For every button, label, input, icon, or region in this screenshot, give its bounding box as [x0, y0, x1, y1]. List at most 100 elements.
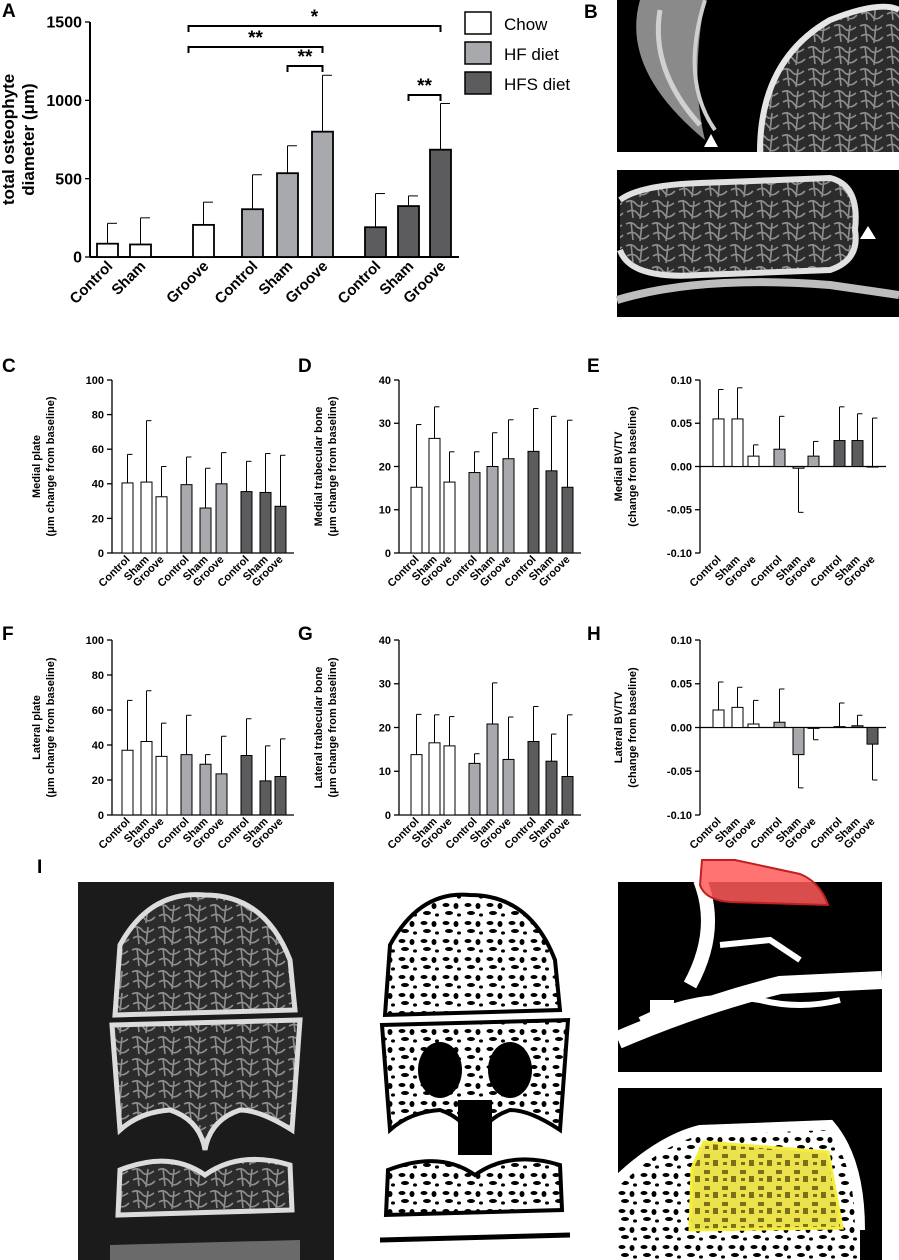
chart-e-medial-bvtv: -0.10 -0.05 0.00 0.05 0.10 Medial BV/TV (chang… [613, 375, 886, 590]
bar [241, 208, 264, 258]
bar [545, 760, 558, 816]
bar [140, 741, 153, 816]
panel-letter-d: D [298, 356, 312, 377]
bar [773, 448, 786, 468]
x-tick-label: Control [335, 258, 385, 308]
y-axis-label: Lateral BV/TV [613, 691, 625, 763]
y-tick-label: -0.05 [667, 505, 692, 517]
bar [192, 223, 215, 258]
bar [773, 721, 786, 728]
y-tick-label: -0.10 [667, 548, 692, 560]
bar [274, 505, 287, 554]
y-axis-label: (μm change from baseline) [327, 657, 339, 797]
bar [259, 780, 272, 816]
y-tick-label: 30 [379, 679, 391, 691]
y-tick-label: 0 [73, 250, 82, 267]
panel-letter-c: C [2, 356, 16, 377]
chart-c-medial-plate: 0 20 40 60 80 100 Medial plate (μm change from … [31, 375, 294, 590]
chart-d-medial-trabecular: 0 10 20 30 40 Medial trabecular bone (μm chang… [313, 375, 581, 590]
panel-letter-h: H [587, 624, 601, 645]
chart-g-lateral-trabecular: 0 10 20 30 40 Lateral trabecular bone (μm chan… [313, 635, 581, 852]
y-tick-label: 10 [379, 505, 391, 517]
bar [561, 776, 574, 816]
significance-label: ** [248, 28, 263, 49]
y-tick-label: 20 [92, 775, 104, 787]
bar [259, 491, 272, 554]
significance-label: ** [298, 47, 313, 68]
y-tick-label: 20 [92, 513, 104, 525]
bar [866, 466, 879, 468]
y-tick-label: 30 [379, 418, 391, 430]
significance-label: ** [417, 76, 432, 97]
panel-letter-b: B [584, 2, 598, 23]
y-tick-label: 100 [86, 375, 104, 387]
chart-h-lateral-bvtv: -0.10 -0.05 0.00 0.05 0.10 Lateral BV/TV (chan… [613, 635, 886, 852]
bar [364, 226, 387, 258]
y-tick-label: 40 [379, 375, 391, 387]
bar [731, 418, 744, 467]
bar [215, 483, 228, 554]
y-tick-label: 0.05 [671, 679, 692, 691]
panel-letter-e: E [587, 356, 600, 377]
bar [199, 763, 212, 816]
y-axis-label: Lateral trabecular bone [313, 667, 325, 789]
arrowhead-marker [704, 134, 718, 147]
bar [561, 486, 574, 554]
bar [712, 709, 725, 728]
panel-letter-g: G [298, 624, 313, 645]
y-tick-label: 0.10 [671, 375, 692, 387]
panel-i-grayscale-image [78, 882, 334, 1260]
bar [96, 242, 119, 258]
legend-label-hfs: HFS diet [504, 75, 570, 94]
y-tick-label: 0.10 [671, 635, 692, 647]
y-tick-label: 1500 [46, 15, 82, 32]
y-tick-label: 80 [92, 670, 104, 682]
y-axis-label: Lateral plate [31, 695, 43, 760]
panel-letter-i: I [37, 857, 42, 878]
bar [792, 466, 805, 469]
y-tick-label: 60 [92, 444, 104, 456]
x-tick-label: Sham [108, 258, 149, 299]
bar [731, 706, 744, 728]
panel-letter-a: A [2, 1, 16, 22]
bar [527, 450, 540, 554]
y-axis-label: (change from baseline) [627, 667, 639, 788]
y-axis-label: Medial BV/TV [613, 431, 625, 501]
x-tick-label: Groove [163, 258, 212, 307]
panel-i-roi-top-image [614, 859, 883, 1088]
bar [311, 130, 334, 258]
panel-i-roi-bottom-image [614, 1088, 882, 1260]
significance-label: * [311, 7, 319, 28]
panel-i-binary-image [348, 882, 604, 1260]
bar [833, 440, 846, 467]
legend-swatch-hf [464, 41, 492, 65]
bar [545, 470, 558, 554]
y-tick-label: 0.00 [671, 722, 692, 734]
y-tick-label: 1000 [46, 93, 82, 110]
legend-swatch-hfs [464, 71, 492, 95]
bar [428, 742, 441, 816]
y-tick-label: 20 [379, 461, 391, 473]
bar [443, 745, 456, 816]
bar [274, 776, 287, 816]
bar [410, 486, 423, 554]
y-tick-label: 500 [55, 171, 82, 188]
legend: Chow HF diet HFS diet [464, 11, 570, 95]
legend-label-hf: HF diet [504, 45, 559, 64]
bar [468, 762, 481, 816]
bar [410, 754, 423, 816]
panel-b-image-bottom [615, 170, 899, 317]
bar [428, 437, 441, 554]
y-axis-label: (μm change from baseline) [45, 396, 57, 536]
y-axis-label: (μm change from baseline) [45, 657, 57, 797]
y-tick-label: 0.05 [671, 418, 692, 430]
y-axis-label: Medial trabecular bone [313, 407, 325, 527]
chart-a-osteophyte: 0 500 1000 1500 total osteophyte diameter (μm… [0, 7, 459, 308]
bar [129, 243, 152, 258]
bar [527, 741, 540, 816]
significance-bracket [407, 94, 442, 101]
bar [240, 755, 253, 816]
bar [851, 725, 864, 728]
bar [792, 727, 805, 756]
